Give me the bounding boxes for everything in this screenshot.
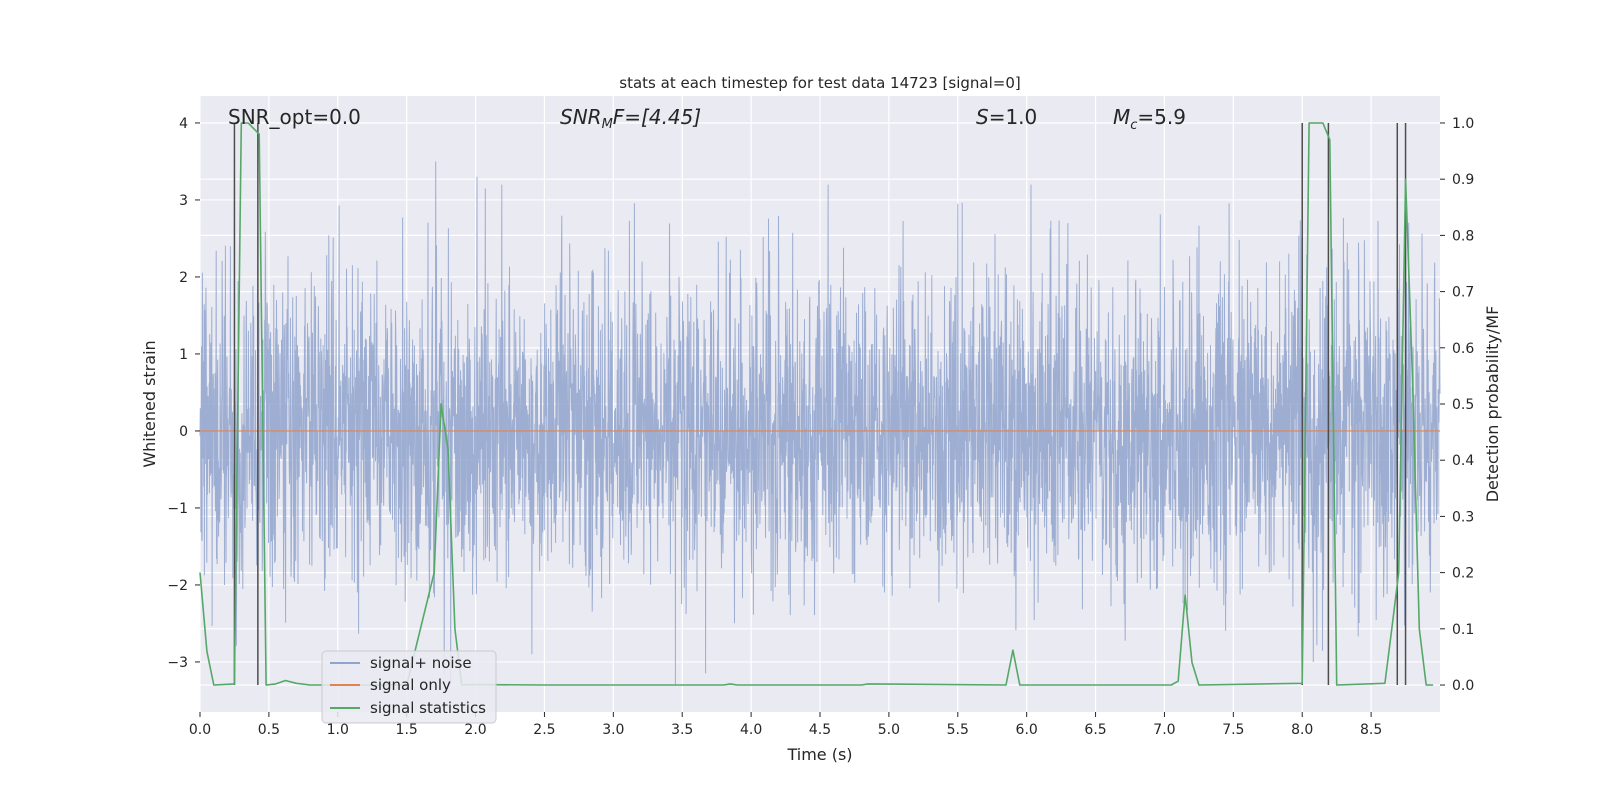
y-left-tick-label-2: −1 [167,501,188,517]
x-tick-label-14: 7.0 [1153,722,1175,738]
signal-statistics-line [199,122,1434,686]
y-right-tick-label-2: 0.2 [1452,566,1474,582]
x-tick-label-12: 6.0 [1016,722,1038,738]
chart-title: stats at each timestep for test data 147… [619,74,1020,92]
x-tick-label-15: 7.5 [1222,722,1244,738]
y-left-tick-label-4: 1 [179,347,188,363]
y-left-tick-label-3: 0 [179,424,188,440]
x-tick-label-0: 0.0 [189,722,211,738]
y-right-tick-label-6: 0.6 [1452,341,1474,357]
x-tick-label-7: 3.5 [671,722,693,738]
x-tick-label-8: 4.0 [740,722,762,738]
y-right-tick-label-0: 0.0 [1452,678,1474,694]
x-tick-label-17: 8.5 [1360,722,1382,738]
y-left-tick-label-1: −2 [167,578,188,594]
noise-series [199,161,1441,686]
y-right-tick-label-4: 0.4 [1452,453,1474,469]
y-right-tick-label-9: 0.9 [1452,172,1474,188]
x-tick-label-5: 2.5 [533,722,555,738]
x-tick-label-16: 8.0 [1291,722,1313,738]
x-axis-label: Time (s) [786,745,852,764]
x-tick-label-11: 5.5 [947,722,969,738]
legend-label-noise: signal+ noise [370,654,472,672]
x-tick-label-4: 2.0 [464,722,486,738]
y-right-tick-label-5: 0.5 [1452,397,1474,413]
legend-label-signal-only: signal only [370,676,451,694]
x-tick-label-13: 6.5 [1084,722,1106,738]
annotation-mc: Mc=5.9 [1113,105,1186,133]
x-tick-label-1: 0.5 [258,722,280,738]
annotation-snr-mf: SNRMF=[4.45] [560,105,701,132]
y-left-axis-ticks: −3 −2 −1 0 1 2 3 4 [167,116,200,671]
y-right-tick-label-10: 1.0 [1452,116,1474,132]
y-left-axis-label: Whitened strain [140,340,159,467]
signal-noise-line [199,161,1441,686]
legend-box [321,650,497,724]
x-axis-ticks: 0.0 0.5 1.0 1.5 2.0 2.5 3.0 3.5 4.0 4.5 5.0 5.5 6.0 6… [189,712,1382,738]
y-left-tick-label-7: 4 [179,116,188,132]
y-right-axis-ticks: 0.0 0.1 0.2 0.3 0.4 0.5 0.6 0.7 0.8 0.9 1.0 [1440,116,1474,694]
y-right-tick-label-7: 0.7 [1452,285,1474,301]
legend-label-statistics: signal statistics [370,699,486,717]
y-left-tick-label-5: 2 [179,270,188,286]
y-right-axis-label: Detection probability/MF [1483,306,1502,503]
x-tick-label-9: 4.5 [809,722,831,738]
y-left-tick-label-6: 3 [179,193,188,209]
y-right-tick-label-1: 0.1 [1452,622,1474,638]
x-tick-label-6: 3.0 [602,722,624,738]
x-tick-label-10: 5.0 [878,722,900,738]
x-tick-label-3: 1.5 [396,722,418,738]
y-right-tick-label-8: 0.8 [1452,228,1474,244]
annotation-snr-opt: SNR_opt=0.0 [228,105,361,129]
x-tick-label-2: 1.0 [327,722,349,738]
legend: signal+ noise signal only signal statist… [321,650,497,724]
y-left-tick-label-0: −3 [167,655,188,671]
annotation-s: S=1.0 [976,105,1037,129]
y-right-tick-label-3: 0.3 [1452,509,1474,525]
